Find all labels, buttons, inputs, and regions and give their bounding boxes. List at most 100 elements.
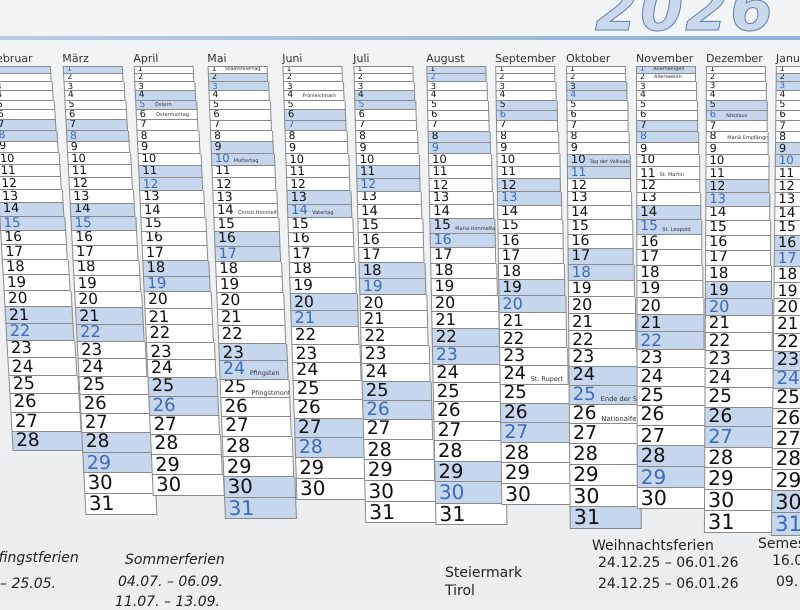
day-number: 25: [573, 386, 596, 404]
day-row: 24: [432, 365, 502, 383]
day-row: 2: [208, 74, 269, 82]
day-row: 12: [705, 180, 769, 193]
day-number: 21: [148, 309, 169, 325]
day-number: 21: [79, 308, 100, 324]
day-number: 6: [213, 110, 220, 119]
day-number: 11: [290, 166, 305, 177]
day-number: 28: [16, 432, 41, 451]
day-row: 11: [286, 166, 350, 178]
day-row: 1: [566, 66, 626, 74]
day-row: 4: [566, 91, 627, 100]
day-number: 11: [142, 166, 157, 177]
day-row: 16: [141, 232, 208, 247]
day-number: 8: [359, 131, 366, 141]
day-number: 21: [8, 307, 29, 323]
day-number: 18: [709, 266, 728, 281]
day-row: 7: [706, 121, 768, 132]
day-row: 19: [73, 276, 141, 292]
day-number: 26: [776, 409, 800, 428]
day-number: 19: [502, 280, 522, 295]
day-number: 12: [143, 178, 159, 190]
day-row: 19: [636, 281, 703, 297]
weihnacht-range: 24.12.25 – 06.01.26: [598, 555, 739, 571]
day-number: 4: [287, 91, 293, 99]
day-row: 9: [210, 142, 274, 154]
day-row: 30: [569, 486, 641, 507]
day-number: 20: [220, 293, 240, 308]
day-row: 28: [150, 435, 222, 455]
day-row: 11: [68, 165, 133, 177]
day-row: 21: [773, 316, 800, 334]
day-row: 4: [135, 91, 197, 100]
day-row: 22: [218, 326, 287, 343]
day-row: 16: [358, 233, 424, 248]
header-line: [0, 36, 800, 40]
day-row: 21: [144, 309, 213, 326]
day-number: 12: [72, 178, 88, 190]
day-number: 17: [709, 251, 728, 266]
day-number: 29: [708, 468, 734, 488]
day-row: 16: [71, 231, 138, 245]
day-number: 2: [287, 74, 292, 81]
pfingstferien-value: – 25.05.: [0, 576, 56, 592]
day-row: 25: [500, 385, 570, 404]
day-row: 17: [636, 250, 702, 265]
day-row: 24: [78, 359, 148, 377]
day-row: 19: [705, 282, 772, 299]
day-number: 25: [297, 381, 320, 399]
day-row: 21: [217, 310, 286, 327]
day-number: 18: [778, 267, 798, 282]
day-number: 6: [570, 111, 576, 120]
day-row: 29: [82, 453, 154, 473]
day-number: 31: [228, 498, 254, 518]
day-row: 22: [5, 324, 74, 341]
day-row: 14: [0, 203, 65, 217]
day-row: 1: [282, 66, 342, 74]
day-row: 10: [138, 154, 202, 166]
day-row: 25: [704, 388, 774, 407]
holiday-label: Pfingstmontag: [251, 390, 290, 397]
day-number: 25: [152, 378, 175, 395]
day-number: 4: [570, 91, 576, 99]
day-row: 8: [285, 131, 348, 142]
day-row: 24: [772, 371, 800, 390]
day-number: 27: [708, 427, 733, 446]
day-row: 31: [224, 498, 297, 519]
day-number: 17: [5, 245, 24, 259]
day-row: 30: [83, 473, 156, 494]
day-number: 15: [361, 219, 379, 232]
day-number: 17: [218, 247, 237, 261]
day-row: 3: [427, 82, 488, 91]
day-number: 8: [432, 132, 439, 142]
day-row: 13: [287, 191, 352, 204]
day-row: 17: [72, 246, 139, 261]
day-number: 23: [81, 342, 103, 359]
day-row: 25: [433, 383, 503, 402]
holiday-label: Tag der Volksabstimmung: [590, 160, 631, 165]
day-number: 23: [222, 344, 244, 361]
day-number: 22: [9, 324, 30, 340]
day-row: 17: [705, 251, 771, 267]
day-row: 11: [497, 167, 561, 180]
day-number: 1: [138, 66, 143, 73]
day-number: 12: [640, 180, 656, 192]
day-row: 21: [568, 314, 636, 331]
day-number: 18: [434, 264, 453, 279]
day-number: 26: [152, 397, 176, 415]
day-row: 18: [498, 264, 565, 280]
holiday-label: St. Rupert: [531, 376, 564, 383]
day-number: 20: [148, 292, 168, 307]
day-number: 1: [212, 66, 217, 73]
day-number: 22: [640, 332, 662, 349]
day-row: 11: [567, 167, 631, 180]
day-number: 24: [503, 366, 526, 384]
day-number: 9: [571, 143, 578, 154]
day-number: 4: [779, 91, 785, 99]
day-number: 9: [432, 143, 439, 154]
day-row: 7: [0, 120, 57, 131]
day-number: 29: [368, 460, 393, 480]
day-number: 1: [499, 66, 504, 73]
